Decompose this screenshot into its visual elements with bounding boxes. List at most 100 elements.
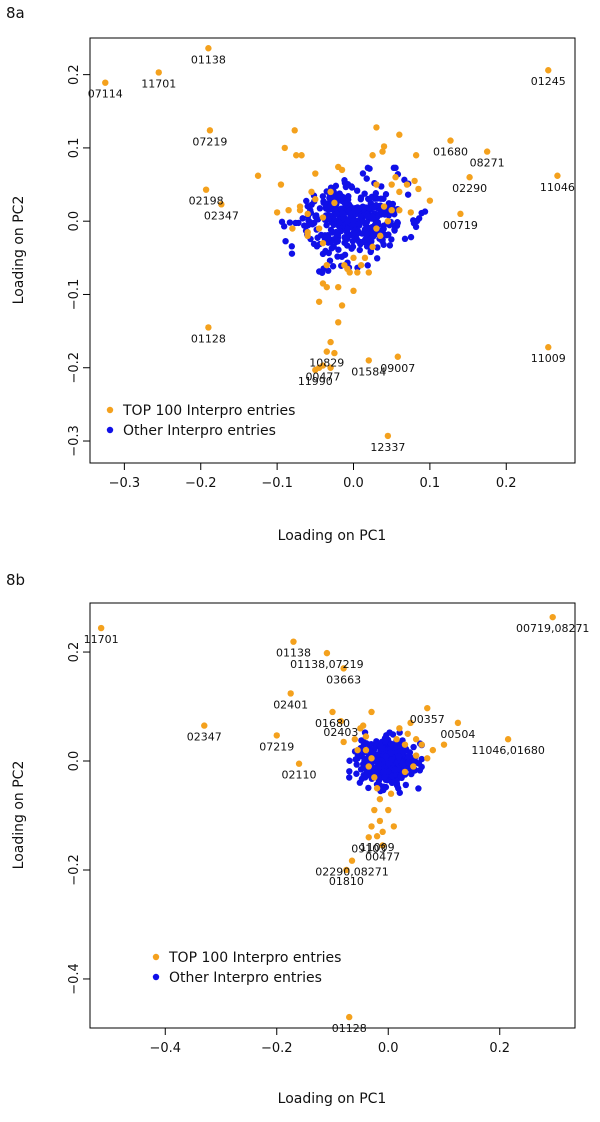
data-point-other — [355, 238, 363, 245]
point-label: 02347 — [204, 209, 239, 222]
data-point-other — [325, 215, 332, 223]
data-point-top100 — [312, 196, 319, 203]
point-label: 02198 — [189, 195, 224, 208]
data-point-other — [388, 756, 395, 763]
plot-frame — [89, 602, 576, 1029]
data-point-other — [286, 219, 294, 226]
legend-label-other: Other Interpro entries — [169, 970, 322, 986]
data-point-top100 — [335, 283, 342, 291]
y-tick-label: 0.1 — [67, 138, 82, 159]
data-point-top100 — [287, 690, 294, 697]
data-point-other — [337, 205, 345, 212]
data-point-top100 — [205, 324, 212, 331]
data-point-top100 — [335, 319, 342, 326]
point-label: 10829 — [309, 357, 344, 370]
data-point-top100 — [273, 209, 281, 216]
data-point-top100 — [343, 866, 350, 874]
point-label: 11009 — [531, 352, 566, 365]
data-point-top100 — [350, 287, 357, 295]
data-point-other — [399, 761, 406, 768]
data-point-other — [343, 242, 351, 249]
data-point-top100 — [308, 188, 315, 196]
point-label: 09007 — [380, 362, 415, 375]
point-label: 12337 — [370, 441, 405, 454]
x-tick-label: −0.2 — [185, 476, 217, 491]
data-point-top100 — [304, 228, 311, 236]
data-point-other — [383, 231, 390, 239]
data-point-top100 — [545, 67, 552, 74]
data-point-top100 — [218, 201, 225, 208]
data-point-top100 — [362, 746, 370, 754]
data-point-top100 — [415, 185, 422, 193]
data-point-top100 — [371, 774, 378, 781]
data-point-top100 — [373, 833, 381, 840]
data-point-top100 — [392, 174, 399, 181]
data-point-other — [364, 262, 371, 269]
x-tick-label: 0.2 — [489, 1041, 510, 1056]
point-label: 01245 — [531, 75, 566, 88]
data-point-top100 — [411, 177, 418, 185]
data-point-other — [401, 176, 408, 184]
data-point-top100 — [340, 738, 347, 746]
data-point-other — [361, 757, 368, 765]
data-point-other — [364, 213, 371, 220]
data-point-other — [391, 766, 399, 773]
data-point-other — [319, 193, 327, 200]
point-label: 02290,08271 — [315, 866, 388, 879]
data-point-top100 — [369, 152, 376, 159]
data-point-top100 — [285, 206, 292, 214]
data-point-top100 — [379, 148, 386, 155]
point-label: 01138 — [276, 647, 311, 660]
data-point-top100 — [315, 225, 323, 232]
data-point-other — [314, 234, 321, 241]
data-point-top100 — [426, 197, 434, 204]
data-point-top100 — [205, 45, 212, 52]
data-point-other — [363, 175, 370, 182]
data-point-top100 — [373, 181, 380, 188]
data-point-other — [329, 263, 337, 270]
plot-frame — [89, 37, 576, 464]
data-point-top100 — [155, 69, 162, 76]
point-label: 02290 — [452, 182, 487, 195]
data-point-top100 — [338, 302, 346, 309]
data-point-other — [393, 222, 401, 229]
point-label: 07114 — [88, 88, 123, 101]
data-point-top100 — [396, 725, 403, 732]
data-point-top100 — [351, 736, 358, 743]
data-point-top100 — [545, 344, 552, 351]
point-label: 00719,08271 — [516, 622, 589, 635]
data-point-top100 — [329, 708, 336, 716]
data-point-other — [367, 238, 374, 246]
data-point-other — [388, 779, 396, 787]
data-point-other — [330, 243, 337, 250]
data-point-top100 — [394, 353, 402, 360]
data-point-other — [332, 182, 340, 190]
point-label: 07219 — [259, 740, 294, 753]
data-point-other — [348, 245, 355, 252]
data-point-top100 — [371, 806, 378, 814]
legend-label-top100: TOP 100 Interpro entries — [122, 403, 295, 419]
data-point-top100 — [368, 823, 375, 830]
data-point-other — [374, 751, 381, 758]
data-point-other — [316, 205, 324, 212]
data-point-other — [386, 242, 394, 249]
data-point-other — [364, 164, 372, 172]
data-point-other — [278, 218, 286, 226]
y-tick-label: −0.4 — [67, 963, 82, 995]
data-point-top100 — [412, 152, 420, 159]
data-point-other — [387, 740, 395, 747]
data-point-top100 — [97, 624, 105, 632]
y-axis: −0.4 −0.2 0.0 0.2 — [67, 642, 90, 995]
data-point-top100 — [290, 638, 297, 645]
data-point-other — [372, 768, 379, 776]
y-axis-title: Loading on PC2 — [11, 761, 27, 870]
point-label: 00504 — [440, 728, 475, 741]
data-point-top100 — [354, 269, 361, 276]
data-point-top100 — [424, 704, 431, 712]
data-point-other — [386, 729, 393, 736]
data-point-other — [346, 757, 353, 764]
data-point-top100 — [401, 768, 409, 776]
data-point-top100 — [376, 795, 384, 803]
data-point-top100 — [327, 188, 334, 196]
